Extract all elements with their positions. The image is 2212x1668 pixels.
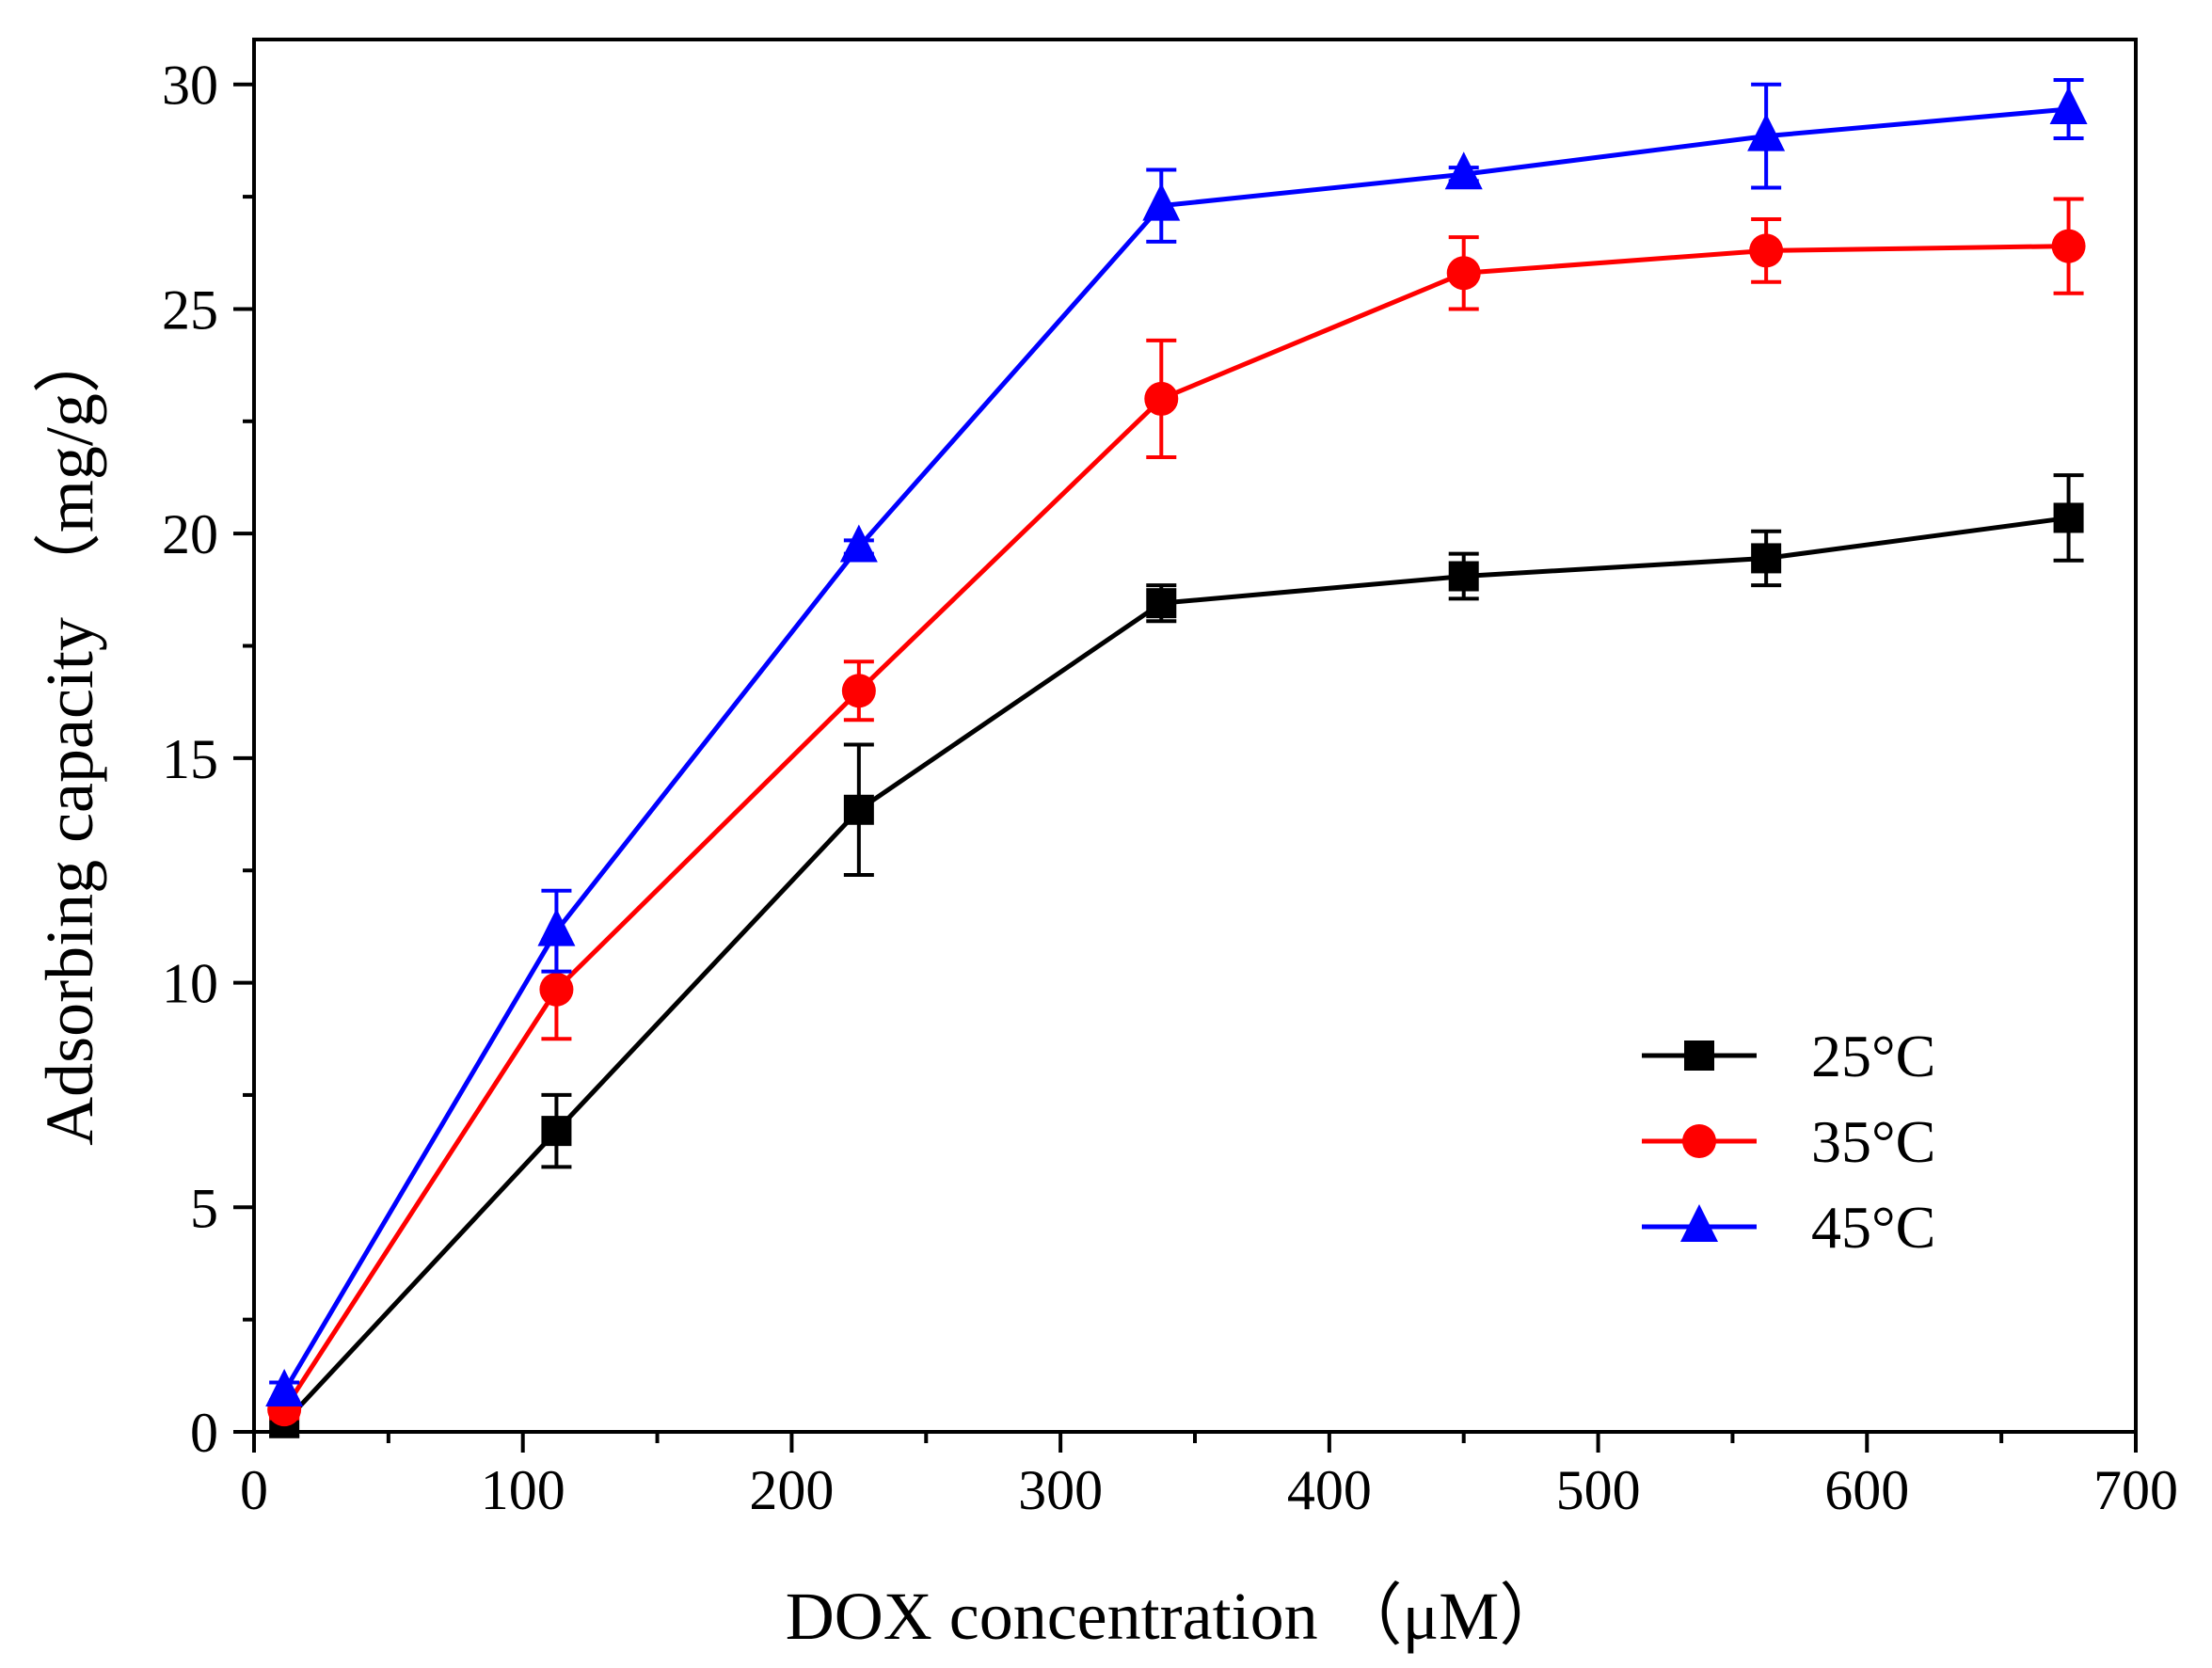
- y-tick-label: 15: [162, 728, 218, 790]
- legend: 25°C 35°C 45°C: [1642, 1023, 1935, 1261]
- x-tick-label: 700: [2093, 1459, 2178, 1521]
- data-point: [2051, 229, 2086, 263]
- legend-marker: [1680, 1204, 1718, 1242]
- y-tick-label: 10: [162, 953, 218, 1015]
- axis-tick-labels: 0 100 200 300 400 500 600 700 0 5 10 15 20 25 30: [162, 55, 2178, 1521]
- y-tick-label: 20: [162, 503, 218, 565]
- series-35C: [267, 197, 2086, 1427]
- data-point: [1747, 113, 1786, 151]
- data-point: [539, 972, 574, 1007]
- legend-item-25C: 25°C: [1642, 1023, 1935, 1089]
- y-tick-label: 25: [162, 278, 218, 341]
- data-point: [2053, 502, 2084, 533]
- legend-label: 35°C: [1811, 1108, 1935, 1175]
- x-tick-label: 300: [1018, 1459, 1103, 1521]
- y-tick-label: 0: [190, 1402, 218, 1464]
- data-point: [1749, 233, 1784, 268]
- data-point: [537, 908, 576, 946]
- legend-item-45C: 45°C: [1642, 1194, 1935, 1261]
- series-25C: [269, 473, 2084, 1438]
- data-point: [1448, 561, 1479, 592]
- data-point: [1444, 151, 1483, 190]
- data-point: [1142, 183, 1181, 221]
- data-point: [2049, 87, 2088, 124]
- x-tick-label: 200: [749, 1459, 834, 1521]
- legend-item-35C: 35°C: [1642, 1108, 1935, 1175]
- data-point: [841, 674, 876, 708]
- data-point: [1144, 381, 1179, 416]
- x-axis-title: DOX concentration （μM）: [786, 1579, 1567, 1654]
- data-point: [1446, 256, 1481, 291]
- data-point: [265, 1369, 304, 1407]
- legend-marker: [1684, 1041, 1714, 1071]
- x-tick-label: 0: [240, 1459, 268, 1521]
- series-45C: [265, 77, 2088, 1407]
- data-point: [1146, 588, 1177, 619]
- legend-label: 25°C: [1811, 1023, 1935, 1089]
- y-axis-title: Adsorbing capacity （mg/g）: [32, 326, 107, 1146]
- data-point: [541, 1116, 572, 1147]
- axis-ticks: [233, 82, 2138, 1453]
- x-tick-label: 500: [1556, 1459, 1641, 1521]
- y-tick-label: 5: [190, 1177, 218, 1239]
- data-point: [843, 794, 874, 825]
- y-tick-label: 30: [162, 55, 218, 117]
- data-point: [839, 524, 878, 563]
- series-layer: [265, 77, 2088, 1438]
- x-tick-label: 600: [1824, 1459, 1909, 1521]
- x-tick-label: 100: [481, 1459, 565, 1521]
- legend-label: 45°C: [1811, 1194, 1935, 1261]
- x-tick-label: 400: [1287, 1459, 1372, 1521]
- legend-marker: [1682, 1124, 1716, 1158]
- data-point: [1751, 543, 1782, 574]
